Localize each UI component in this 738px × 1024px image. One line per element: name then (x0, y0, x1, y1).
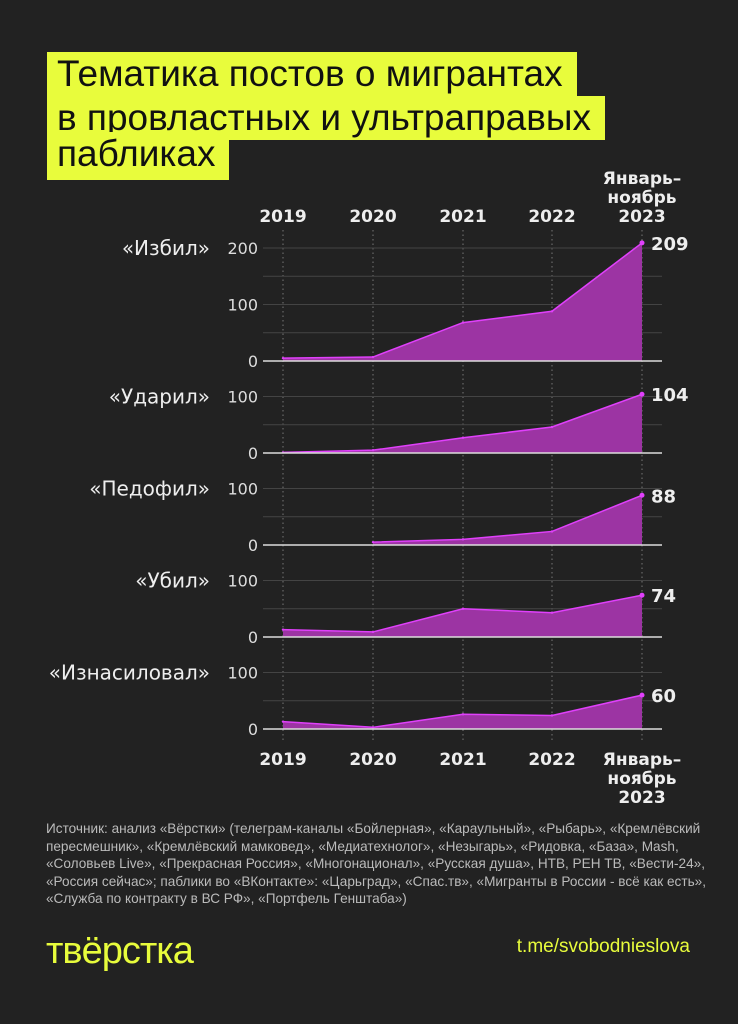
x-tick-label-bottom: 2020 (349, 750, 396, 770)
data-point (550, 714, 554, 717)
x-tick-label-bottom: 2021 (439, 750, 486, 770)
y-tick-label: 0 (248, 536, 258, 555)
data-point (371, 726, 375, 729)
y-tick-label: 0 (248, 628, 258, 647)
x-tick-label-bottom: 2019 (259, 750, 306, 770)
x-tick-label-bottom: ноябрь (607, 769, 676, 789)
x-tick-label-top: 2023 (618, 207, 665, 227)
x-tick-label-top: 2020 (349, 207, 396, 227)
data-point (461, 321, 465, 324)
data-point (371, 630, 375, 634)
y-tick-label: 100 (227, 480, 258, 499)
panel-label: «Педофил» (89, 477, 210, 501)
x-tick-label-top: ноябрь (607, 188, 676, 208)
data-point (281, 356, 285, 360)
area-fill (283, 394, 642, 453)
y-tick-label: 100 (227, 664, 258, 683)
end-point (639, 692, 645, 698)
end-value-label: 209 (651, 234, 689, 255)
end-value-label: 60 (651, 686, 676, 707)
data-point (461, 607, 465, 610)
x-tick-label-top: 2019 (259, 207, 306, 227)
x-tick-label-bottom: 2023 (618, 788, 665, 808)
area-fill (283, 695, 642, 729)
area-fill (373, 495, 642, 545)
y-tick-label: 100 (227, 388, 258, 407)
data-point (550, 310, 554, 313)
end-value-label: 104 (651, 385, 689, 406)
data-point (550, 530, 554, 533)
logo: твёрстка (46, 930, 194, 972)
chart: 2019 2019 2020 2020 2021 2021 2022 2022 Январь– Я… (49, 169, 689, 808)
title-line-3: пабликах (47, 132, 230, 180)
data-point (371, 448, 375, 452)
data-point (461, 538, 465, 541)
panel-label: «Убил» (135, 569, 210, 593)
panel-label: «Избил» (122, 236, 210, 260)
telegram-link[interactable]: t.me/svobodnieslova (516, 936, 690, 957)
x-tick-label-top: Январь– (603, 169, 681, 189)
data-point (461, 436, 465, 439)
end-point (639, 391, 645, 397)
area-fill (283, 242, 642, 361)
y-tick-label: 100 (227, 572, 258, 591)
data-point (461, 713, 465, 716)
y-tick-label: 0 (248, 444, 258, 463)
data-point (281, 720, 285, 723)
end-value-label: 74 (651, 586, 676, 607)
data-point (550, 611, 554, 614)
x-tick-label-top: 2021 (439, 207, 486, 227)
title-line-2: в провластных и ультраправых (47, 96, 606, 140)
series-line (372, 494, 643, 543)
data-point (550, 425, 554, 429)
data-point (371, 355, 375, 359)
y-tick-label: 0 (248, 352, 258, 371)
area-fill (283, 595, 642, 637)
title-line-1: Тематика постов о мигрантах (47, 52, 577, 96)
end-value-label: 88 (651, 486, 676, 507)
end-point (639, 492, 645, 498)
data-point (281, 628, 285, 631)
x-tick-label-top: 2022 (528, 207, 575, 227)
source-note: Источник: анализ «Вёрстки» (телеграм-кан… (46, 821, 706, 906)
x-tick-label-bottom: 2022 (528, 750, 575, 770)
y-tick-label: 100 (227, 296, 258, 315)
end-point (639, 592, 645, 598)
y-tick-label: 0 (248, 720, 258, 739)
panel-label: «Ударил» (109, 385, 210, 409)
data-point (371, 540, 375, 544)
y-tick-label: 200 (227, 239, 258, 258)
end-point (639, 240, 645, 246)
x-tick-label-bottom: Январь– (603, 750, 681, 770)
panel-label: «Изнасиловал» (49, 661, 210, 685)
